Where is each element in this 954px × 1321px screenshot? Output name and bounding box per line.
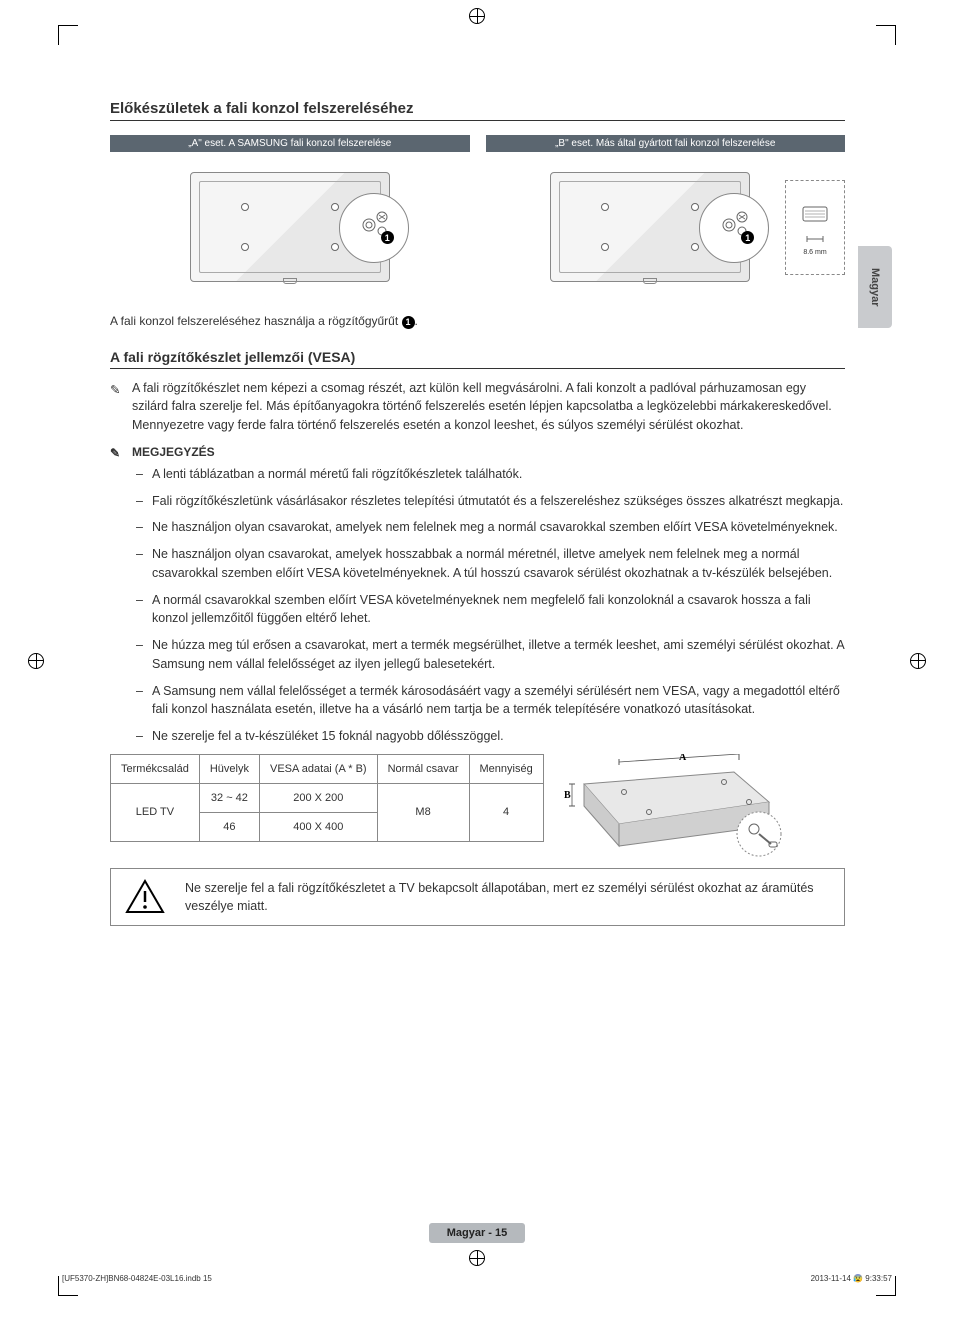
cell-vesa: 400 X 400 xyxy=(259,812,377,841)
table-row: LED TV 32 ~ 42 200 X 200 M8 4 xyxy=(111,783,544,812)
registration-mark-icon xyxy=(469,8,485,24)
col-header: Termékcsalád xyxy=(111,754,200,783)
registration-mark-icon xyxy=(910,653,926,669)
col-header: VESA adatai (A * B) xyxy=(259,754,377,783)
registration-mark-icon xyxy=(469,1250,485,1266)
tv-3d-illustration: A B xyxy=(564,754,794,854)
registration-mark-icon xyxy=(28,653,44,669)
list-item: Fali rögzítőkészletünk vásárlásakor rész… xyxy=(152,492,845,511)
language-tab: Magyar xyxy=(858,246,892,328)
cell-screw: M8 xyxy=(377,783,469,841)
cell-product: LED TV xyxy=(111,783,200,841)
page-footer: Magyar - 15 xyxy=(0,1223,954,1243)
case-b-header: „B" eset. Más által gyártott fali konzol… xyxy=(486,135,846,152)
pencil-note-icon: ✎ xyxy=(110,446,120,460)
detail-callout xyxy=(339,193,409,263)
cell-inch: 46 xyxy=(199,812,259,841)
notes-list: A lenti táblázatban a normál méretű fali… xyxy=(110,465,845,746)
callout-badge-1: 1 xyxy=(381,231,394,244)
detail-callout xyxy=(699,193,769,263)
case-b-diagram: 1 8.6 mm xyxy=(486,152,846,302)
page-number: Magyar - 15 xyxy=(429,1223,526,1243)
col-header: Hüvelyk xyxy=(199,754,259,783)
vesa-intro: ✎ A fali rögzítőkészlet nem képezi a cso… xyxy=(110,379,845,435)
crop-mark xyxy=(58,25,78,45)
case-a-header: „A" eset. A SAMSUNG fali konzol felszere… xyxy=(110,135,470,152)
col-header: Mennyiség xyxy=(469,754,543,783)
source-file-label: [UF5370-ZH]BN68-04824E-03L16.indb 15 xyxy=(62,1274,212,1283)
warning-icon xyxy=(125,879,165,915)
warning-text: Ne szerelje fel a fali rögzítőkészletet … xyxy=(185,879,830,915)
adapter-dimension: 8.6 mm xyxy=(803,249,826,256)
ring-instruction: A fali konzol felszereléséhez használja … xyxy=(110,314,845,329)
pencil-note-icon: ✎ xyxy=(110,381,120,400)
tv-back-illustration: 1 xyxy=(550,172,750,282)
list-item: Ne használjon olyan csavarokat, amelyek … xyxy=(152,545,845,583)
diagram-row: „A" eset. A SAMSUNG fali konzol felszere… xyxy=(110,135,845,302)
dim-label-a: A xyxy=(679,754,687,763)
print-meta: [UF5370-ZH]BN68-04824E-03L16.indb 15 201… xyxy=(62,1274,892,1283)
list-item: A normál csavarokkal szemben előírt VESA… xyxy=(152,591,845,629)
callout-badge-1: 1 xyxy=(402,316,415,329)
page-content: Előkészületek a fali konzol felszerelésé… xyxy=(110,100,845,926)
col-header: Normál csavar xyxy=(377,754,469,783)
section-heading: Előkészületek a fali konzol felszerelésé… xyxy=(110,100,845,121)
table-row: Termékcsalád Hüvelyk VESA adatai (A * B)… xyxy=(111,754,544,783)
dim-label-b: B xyxy=(564,790,571,801)
warning-box: Ne szerelje fel a fali rögzítőkészletet … xyxy=(110,868,845,926)
case-b: „B" eset. Más által gyártott fali konzol… xyxy=(486,135,846,302)
cell-inch: 32 ~ 42 xyxy=(199,783,259,812)
list-item: Ne húzza meg túl erősen a csavarokat, me… xyxy=(152,636,845,674)
list-item: Ne szerelje fel a tv-készüléket 15 fokná… xyxy=(152,727,845,746)
adapter-illustration: 8.6 mm xyxy=(785,180,845,275)
vesa-heading: A fali rögzítőkészlet jellemzői (VESA) xyxy=(110,349,845,369)
cell-vesa: 200 X 200 xyxy=(259,783,377,812)
list-item: Ne használjon olyan csavarokat, amelyek … xyxy=(152,518,845,537)
cell-qty: 4 xyxy=(469,783,543,841)
crop-mark xyxy=(876,25,896,45)
timestamp-label: 2013-11-14 😰 9:33:57 xyxy=(811,1274,892,1283)
case-a-diagram: 1 xyxy=(110,152,470,302)
tv-back-illustration: 1 xyxy=(190,172,390,282)
list-item: A lenti táblázatban a normál méretű fali… xyxy=(152,465,845,484)
vesa-table: Termékcsalád Hüvelyk VESA adatai (A * B)… xyxy=(110,754,544,842)
notes-heading: ✎ MEGJEGYZÉS xyxy=(110,445,845,459)
vesa-table-wrap: Termékcsalád Hüvelyk VESA adatai (A * B)… xyxy=(110,754,845,854)
list-item: A Samsung nem vállal felelősséget a term… xyxy=(152,682,845,720)
case-a: „A" eset. A SAMSUNG fali konzol felszere… xyxy=(110,135,470,302)
